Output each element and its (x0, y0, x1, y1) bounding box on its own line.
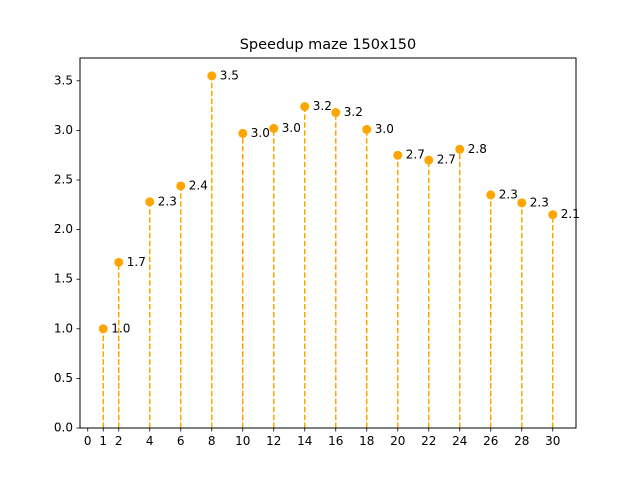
y-tick-label: 3.5 (54, 73, 73, 87)
data-point (331, 108, 341, 118)
x-tick-label: 16 (328, 434, 343, 448)
data-label: 3.0 (282, 121, 301, 135)
data-label: 3.2 (313, 99, 332, 113)
y-tick-label: 1.0 (54, 321, 73, 335)
data-label: 3.5 (220, 68, 239, 82)
data-label: 3.2 (344, 105, 363, 119)
x-tick-label: 18 (359, 434, 374, 448)
data-point (114, 257, 124, 267)
y-tick-label: 1.5 (54, 272, 73, 286)
x-tick-label: 0 (84, 434, 92, 448)
x-tick-label: 30 (545, 434, 560, 448)
data-point (362, 124, 372, 134)
data-point (145, 197, 155, 207)
y-tick-label: 0.5 (54, 371, 73, 385)
data-label: 1.7 (127, 255, 146, 269)
data-label: 1.0 (111, 321, 130, 335)
y-tick-label: 2.5 (54, 173, 73, 187)
y-axis: 0.0 0.5 1.0 1.5 2.0 2.5 3.0 3.5 (54, 73, 80, 435)
x-tick-label: 10 (235, 434, 250, 448)
x-tick-label: 1 (99, 434, 107, 448)
x-tick-label: 20 (390, 434, 405, 448)
x-tick-label: 28 (514, 434, 529, 448)
data-label: 2.1 (561, 207, 580, 221)
data-label: 2.8 (468, 142, 487, 156)
data-point (176, 181, 186, 191)
data-label: 2.7 (406, 148, 425, 162)
y-tick-label: 0.0 (54, 421, 73, 435)
data-label: 3.0 (375, 122, 394, 136)
data-point (486, 190, 496, 200)
x-tick-label: 14 (297, 434, 312, 448)
x-tick-label: 12 (266, 434, 281, 448)
x-axis: 0 1 2 4 6 8 10 12 14 16 18 20 22 24 26 28 30 (84, 428, 560, 448)
x-tick-label: 22 (421, 434, 436, 448)
data-point (455, 144, 465, 154)
data-point (393, 150, 403, 160)
data-point (424, 155, 434, 165)
data-point (98, 324, 108, 334)
x-tick-label: 4 (146, 434, 154, 448)
y-tick-label: 2.0 (54, 222, 73, 236)
x-tick-label: 8 (208, 434, 216, 448)
x-tick-label: 26 (483, 434, 498, 448)
data-point (207, 71, 217, 81)
data-point (238, 128, 248, 138)
x-tick-label: 24 (452, 434, 467, 448)
data-point (269, 123, 279, 133)
data-label: 2.7 (437, 153, 456, 167)
y-tick-label: 3.0 (54, 123, 73, 137)
data-point (517, 198, 527, 208)
data-label: 3.0 (251, 126, 270, 140)
data-label: 2.4 (189, 178, 208, 192)
chart-title: Speedup maze 150x150 (240, 37, 417, 53)
data-label: 2.3 (530, 195, 549, 209)
plot-frame (79, 57, 577, 429)
x-tick-label: 2 (115, 434, 123, 448)
chart-marks: 1.0 1.7 2.3 2.4 3.5 3.0 3.0 3.2 3.2 3.0 2.7 2.7 2.8 2… (98, 68, 580, 428)
data-label: 2.3 (158, 194, 177, 208)
data-point (300, 102, 310, 112)
x-tick-label: 6 (177, 434, 185, 448)
data-label: 2.3 (499, 187, 518, 201)
data-point (548, 210, 558, 220)
